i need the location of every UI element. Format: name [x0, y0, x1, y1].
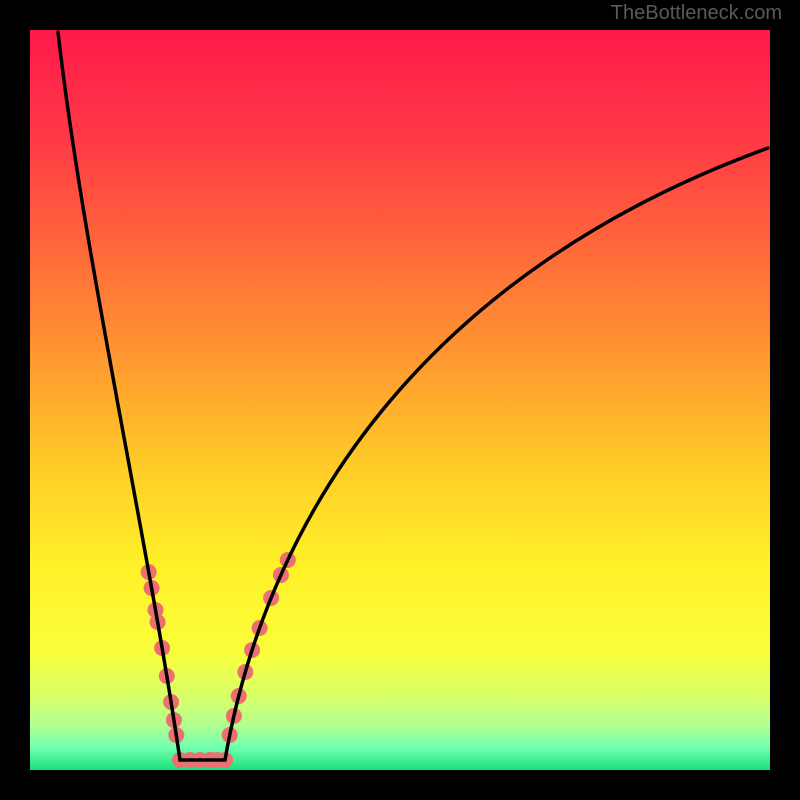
- plot-background: [30, 30, 770, 770]
- chart-svg: [0, 0, 800, 800]
- watermark-text: TheBottleneck.com: [611, 2, 782, 25]
- chart-root: TheBottleneck.com: [0, 0, 800, 800]
